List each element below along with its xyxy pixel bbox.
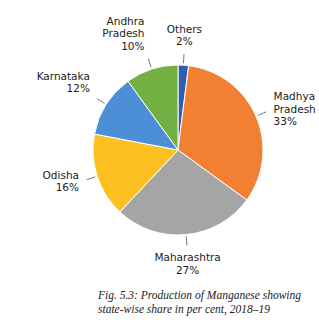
slices (93, 65, 263, 235)
slice-label: Others (167, 23, 202, 35)
leader-line (186, 237, 188, 246)
percent-label: 27% (176, 264, 199, 276)
leader-line (97, 99, 105, 104)
slice-label: Odisha (43, 169, 79, 181)
label-line: Pradesh (102, 27, 144, 39)
label-line: Pradesh (274, 103, 316, 115)
leader-line (258, 112, 266, 116)
percent-label: 12% (67, 82, 90, 94)
percent-label: 10% (121, 40, 144, 52)
label-line: Odisha (43, 169, 79, 181)
labels: Others2%MadhyaPradesh33%Maharashtra27%Od… (37, 15, 316, 276)
label-line: Andhra (107, 15, 145, 27)
label-line: Madhya (274, 90, 315, 102)
leader-line (87, 177, 96, 180)
slice-label: Karnataka (37, 70, 90, 82)
caption: Fig. 5.3: Production of Manganese showin… (98, 288, 317, 316)
leader-line (148, 59, 151, 68)
label-line: Maharashtra (154, 251, 220, 263)
chart-wrap: Others2%MadhyaPradesh33%Maharashtra27%Od… (0, 0, 319, 323)
pie-chart: Others2%MadhyaPradesh33%Maharashtra27%Od… (0, 0, 319, 323)
slice-label: MadhyaPradesh (274, 90, 316, 115)
percent-label: 2% (176, 35, 193, 47)
slice-label: AndhraPradesh (102, 15, 144, 40)
leader-line (183, 54, 185, 63)
percent-label: 33% (274, 115, 297, 127)
slice-label: Maharashtra (154, 251, 220, 263)
pie-slice (128, 65, 178, 150)
label-line: Others (167, 23, 202, 35)
label-line: Karnataka (37, 70, 90, 82)
percent-label: 16% (56, 181, 79, 193)
